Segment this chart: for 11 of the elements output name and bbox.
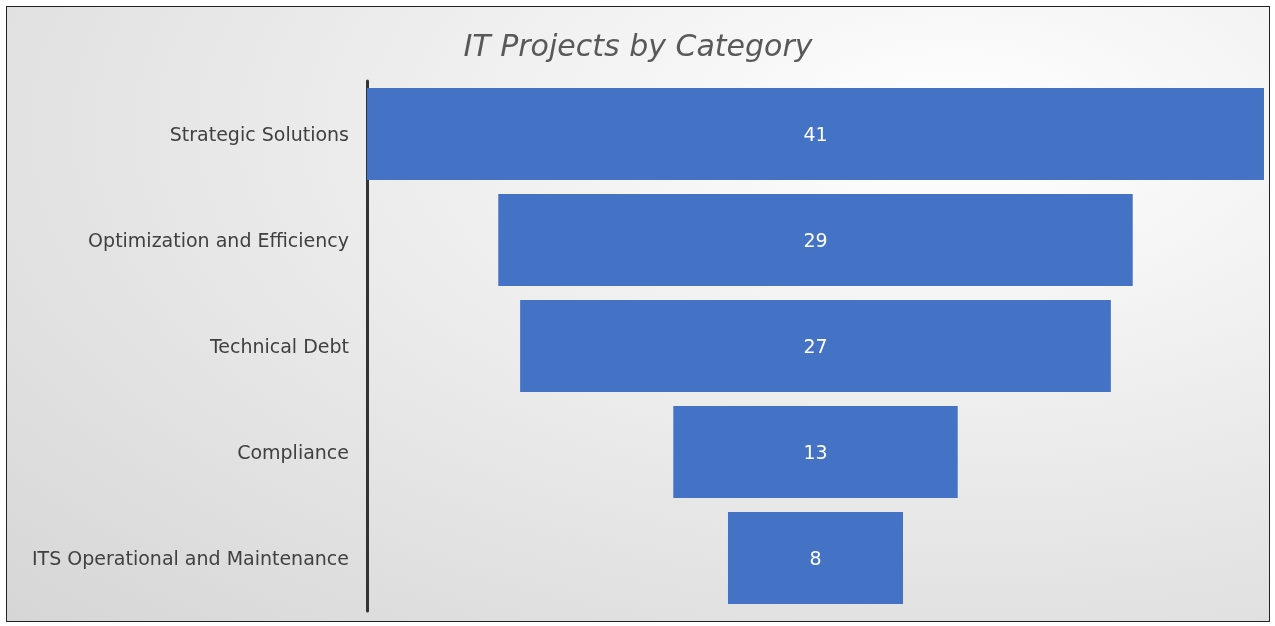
- text: IT Projects by Category: [463, 27, 814, 63]
- data-label: 41: [803, 123, 828, 145]
- category-label: Compliance: [237, 441, 349, 463]
- data-label: 29: [803, 229, 828, 251]
- category-label: Strategic Solutions: [169, 123, 349, 145]
- category-label: Optimization and Efficiency: [88, 229, 349, 251]
- category-label: ITS Operational and Maintenance: [32, 547, 349, 569]
- data-label: 13: [803, 441, 828, 463]
- data-label: 8: [809, 547, 822, 569]
- data-label: 27: [803, 335, 828, 357]
- category-label: Technical Debt: [208, 335, 349, 357]
